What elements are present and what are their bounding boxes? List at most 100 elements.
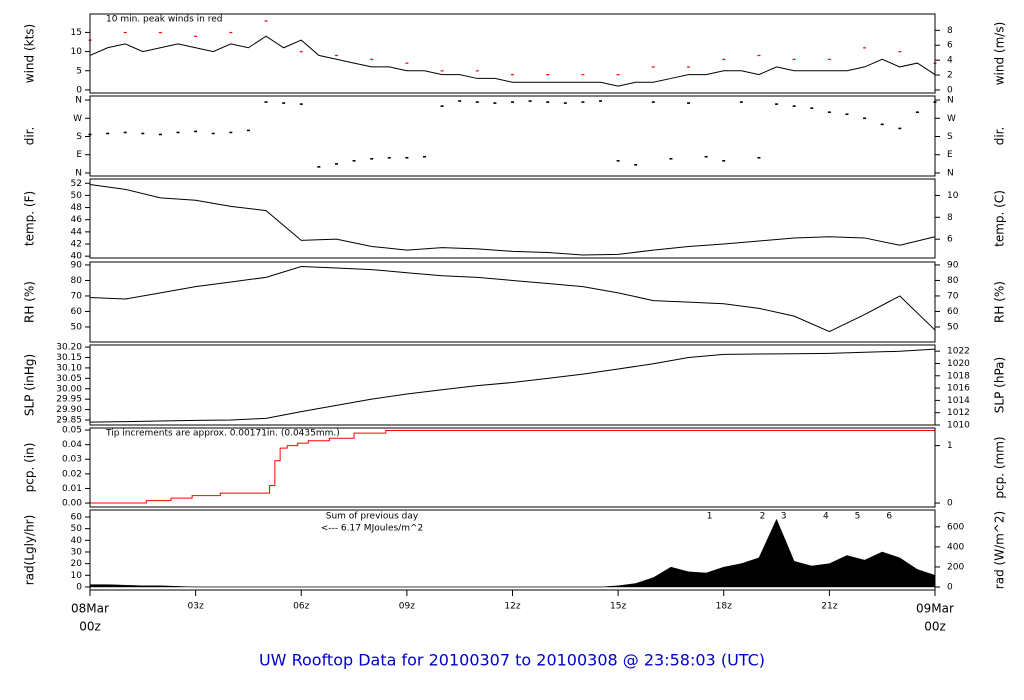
- data-point: [669, 157, 673, 160]
- y-tick-label: 0.01: [62, 484, 82, 494]
- data-point: [352, 160, 356, 162]
- x-tick-label: 18z: [716, 602, 732, 612]
- data-point: [299, 103, 303, 105]
- y-tick-label: 48: [71, 203, 83, 213]
- data-line: [90, 429, 935, 504]
- y2-tick-label: N: [947, 96, 954, 106]
- y2-tick-label: 1022: [947, 347, 970, 357]
- data-point: [458, 100, 462, 102]
- x-date-label: 08Mar: [71, 602, 109, 616]
- peak-marker: [863, 47, 867, 49]
- data-point: [687, 102, 691, 104]
- peak-marker: [546, 74, 550, 76]
- panel-frame: [89, 261, 936, 343]
- y-axis-label: dir.: [23, 127, 37, 146]
- y2-axis-label: temp. (C): [993, 190, 1007, 247]
- data-point: [141, 132, 145, 135]
- peak-marker: [299, 51, 303, 53]
- marker-label: 4: [823, 512, 829, 522]
- data-point: [898, 127, 902, 130]
- data-point: [845, 113, 849, 116]
- data-point: [158, 133, 162, 136]
- peak-marker: [616, 74, 620, 76]
- data-point: [334, 163, 338, 165]
- y-tick-label: 40: [71, 536, 83, 546]
- y2-tick-label: 50: [947, 322, 959, 332]
- data-point: [475, 101, 479, 103]
- peak-marker: [264, 20, 268, 22]
- data-point: [775, 103, 779, 105]
- y-tick-label: 50: [71, 524, 83, 534]
- data-point: [792, 105, 796, 107]
- y2-tick-label: 80: [947, 276, 959, 286]
- data-point: [915, 111, 919, 114]
- y-tick-label: 90: [71, 260, 83, 270]
- marker-label: 2: [760, 512, 766, 522]
- y-tick-label: 5: [76, 66, 82, 76]
- annotation: Sum of previous day: [326, 512, 419, 522]
- data-area: [89, 518, 936, 588]
- data-point: [528, 100, 532, 102]
- data-point: [704, 155, 708, 158]
- y-tick-label: 42: [71, 240, 82, 250]
- data-point: [757, 156, 761, 159]
- y-axis-label: temp. (F): [23, 191, 37, 246]
- y-tick-label: S: [76, 132, 82, 142]
- y-tick-label: 46: [71, 215, 83, 225]
- y-tick-label: 40: [71, 252, 83, 262]
- data-point: [651, 101, 655, 103]
- peak-marker: [511, 74, 514, 76]
- y-axis-label: RH (%): [23, 281, 37, 323]
- x-date-label: 09Mar: [916, 602, 954, 616]
- y2-tick-label: 0: [947, 582, 953, 592]
- peak-marker: [898, 51, 902, 53]
- y2-axis-label: rad (W/m^2): [993, 511, 1007, 589]
- x-tick-label: 06z: [293, 602, 309, 612]
- peak-marker: [194, 35, 198, 37]
- peak-marker: [440, 70, 444, 72]
- y2-tick-label: W: [947, 114, 956, 124]
- panel-frame: [89, 95, 936, 177]
- y-axis-label: SLP (inHg): [23, 354, 37, 416]
- y2-tick-label: 400: [947, 542, 964, 552]
- data-point: [246, 129, 250, 132]
- peak-marker: [581, 74, 585, 76]
- y-tick-label: 15: [71, 28, 82, 38]
- y-tick-label: 0: [76, 582, 82, 592]
- y2-tick-label: S: [947, 132, 953, 142]
- annotation: Tip increments are approx. 0.00171in. (0…: [105, 429, 340, 439]
- y-axis-label: pcp. (in): [23, 443, 37, 493]
- y-tick-label: 0.03: [62, 455, 82, 465]
- data-point: [264, 101, 268, 103]
- y-tick-label: 29.95: [56, 395, 82, 405]
- y-axis-label: wind (kts): [23, 24, 37, 83]
- y2-axis-label: pcp. (mm): [993, 436, 1007, 498]
- data-point: [827, 111, 831, 114]
- data-point: [511, 101, 514, 103]
- y-tick-label: 50: [71, 191, 83, 201]
- y2-tick-label: 1012: [947, 408, 970, 418]
- y-tick-label: N: [75, 96, 82, 106]
- y2-tick-label: 1020: [947, 359, 970, 369]
- data-point: [123, 131, 127, 134]
- y2-tick-label: 70: [947, 291, 959, 301]
- y-tick-label: 44: [71, 227, 83, 237]
- y-tick-label: 0.00: [62, 499, 82, 509]
- data-point: [616, 160, 620, 162]
- y2-tick-label: 1018: [947, 371, 970, 381]
- y-tick-label: W: [73, 114, 82, 124]
- y-tick-label: 80: [71, 276, 83, 286]
- y-tick-label: 50: [71, 322, 83, 332]
- y-tick-label: 0: [76, 85, 82, 95]
- marker-label: 6: [886, 512, 892, 522]
- y2-axis-label: wind (m/s): [993, 22, 1007, 86]
- y2-tick-label: 1014: [947, 396, 970, 406]
- y-tick-label: 30.20: [56, 343, 82, 353]
- data-point: [722, 160, 726, 162]
- y-tick-label: 30: [71, 547, 83, 557]
- peak-marker: [475, 70, 479, 72]
- y2-tick-label: 60: [947, 307, 959, 317]
- y2-tick-label: 8: [947, 26, 953, 36]
- data-point: [211, 132, 215, 135]
- x-tick-label: 00z: [79, 620, 101, 634]
